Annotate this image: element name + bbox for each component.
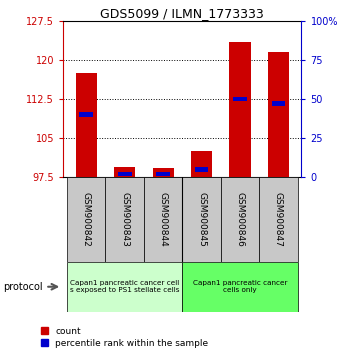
Bar xyxy=(191,151,212,177)
Text: Capan1 pancreatic cancer cell
s exposed to PS1 stellate cells: Capan1 pancreatic cancer cell s exposed … xyxy=(70,280,179,293)
Bar xyxy=(259,177,297,262)
Bar xyxy=(118,172,131,176)
Bar xyxy=(182,177,221,262)
Bar xyxy=(114,167,135,177)
Bar xyxy=(156,172,170,176)
Text: GSM900843: GSM900843 xyxy=(120,192,129,247)
Bar xyxy=(271,102,285,106)
Bar xyxy=(153,168,174,177)
Bar xyxy=(229,42,251,177)
Text: GSM900844: GSM900844 xyxy=(158,192,168,247)
Bar xyxy=(221,177,259,262)
Text: GSM900846: GSM900846 xyxy=(235,192,244,247)
Bar xyxy=(105,177,144,262)
Bar xyxy=(268,52,289,177)
Bar xyxy=(144,177,182,262)
Text: Capan1 pancreatic cancer
cells only: Capan1 pancreatic cancer cells only xyxy=(193,280,287,293)
Text: GSM900847: GSM900847 xyxy=(274,192,283,247)
Text: GSM900842: GSM900842 xyxy=(82,192,91,247)
Bar xyxy=(67,262,182,312)
Bar xyxy=(182,262,297,312)
Bar xyxy=(67,177,105,262)
Bar xyxy=(233,97,247,102)
Bar xyxy=(76,73,97,177)
Bar xyxy=(195,167,208,172)
Text: GSM900845: GSM900845 xyxy=(197,192,206,247)
Legend: count, percentile rank within the sample: count, percentile rank within the sample xyxy=(41,327,208,348)
Bar xyxy=(79,112,93,117)
Title: GDS5099 / ILMN_1773333: GDS5099 / ILMN_1773333 xyxy=(100,7,264,20)
Text: protocol: protocol xyxy=(4,282,43,292)
